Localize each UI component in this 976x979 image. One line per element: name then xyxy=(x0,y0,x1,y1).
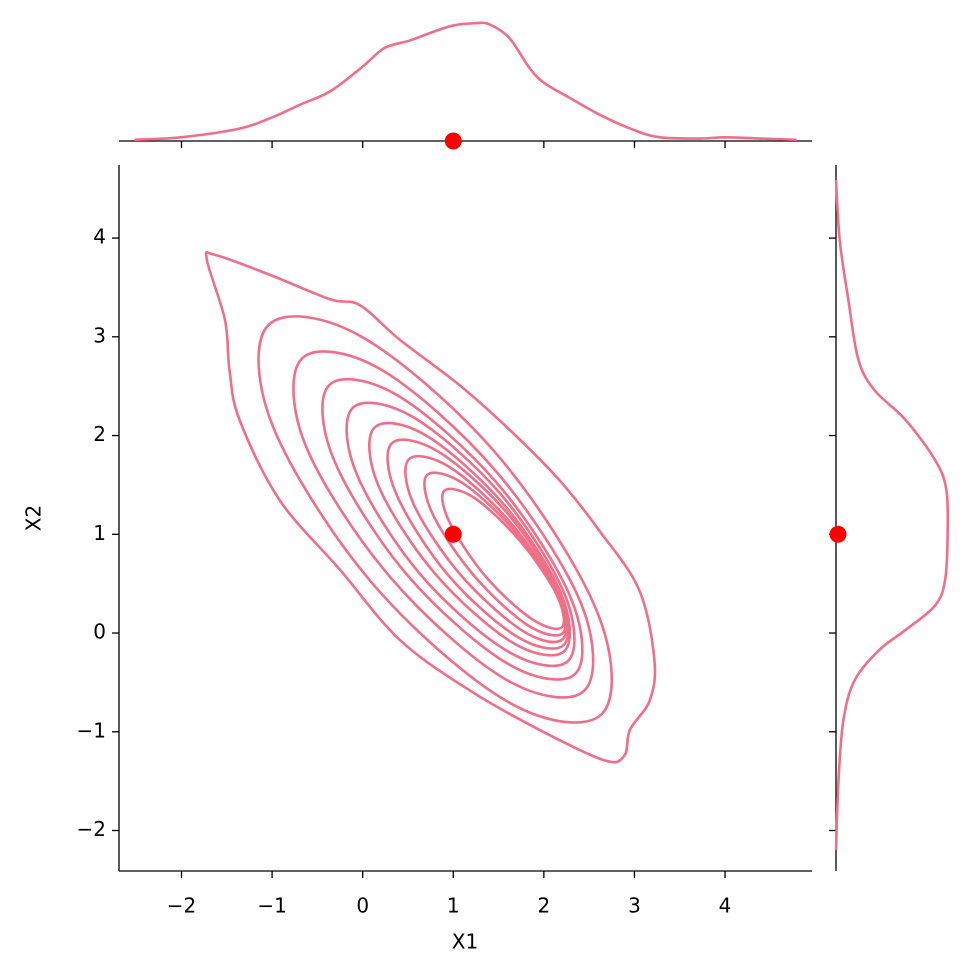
x-tick-label: 2 xyxy=(537,894,550,918)
kde-contour xyxy=(441,487,566,631)
x-tick-label: 0 xyxy=(356,894,369,918)
y-tick-label: 3 xyxy=(93,323,106,347)
marginal-y-density xyxy=(834,179,950,851)
kde-contour xyxy=(204,251,657,764)
kde-contour xyxy=(257,315,614,724)
kde-contour xyxy=(386,438,570,650)
marginal-x-density xyxy=(134,21,797,142)
x-axis-label: X1 xyxy=(452,930,478,954)
y-tick-label: −1 xyxy=(77,718,106,742)
y-tick-label: 2 xyxy=(93,422,106,446)
kde-contour xyxy=(368,421,572,657)
marginal-y-point xyxy=(829,525,847,543)
y-tick-label: 4 xyxy=(93,225,106,249)
point xyxy=(444,525,462,543)
x-tick-label: 3 xyxy=(628,894,641,918)
x-tick-label: −1 xyxy=(257,894,286,918)
marginal-x-point xyxy=(444,132,462,150)
y-axis-label: X2 xyxy=(22,505,46,531)
y-tick-label: −2 xyxy=(77,817,106,841)
x-tick-label: 1 xyxy=(447,894,460,918)
x-tick-label: −2 xyxy=(167,894,196,918)
y-tick-label: 0 xyxy=(93,620,106,644)
y-tick-label: 1 xyxy=(93,521,106,545)
kde-contour xyxy=(292,350,595,699)
x-tick-label: 4 xyxy=(719,894,732,918)
kde-contour xyxy=(321,378,584,681)
kde-contour xyxy=(345,401,576,668)
